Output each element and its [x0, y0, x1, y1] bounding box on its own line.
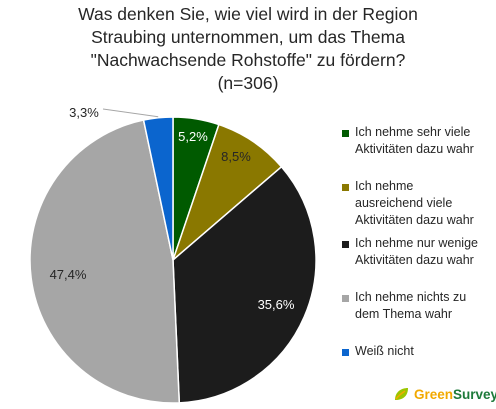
legend-item: Ich nehme ausreichend viele Aktivitäten da… [342, 178, 496, 229]
legend-swatch [342, 295, 349, 302]
pie-slice [142, 116, 174, 261]
chart-title: Was denken Sie, wie viel wird in der Reg… [0, 3, 496, 95]
greensurvey-logo: Green Survey [393, 387, 496, 402]
slice-label: 8,5% [221, 149, 251, 164]
legend-swatch [342, 241, 349, 248]
legend-label: Ich nehme nur wenige Aktivitäten dazu wah… [355, 236, 478, 267]
legend-label: Weiß nicht [355, 344, 414, 358]
pie-slice [29, 119, 181, 404]
legend-swatch [342, 184, 349, 191]
legend-item: Ich nehme nichts zu dem Thema wahr [342, 289, 496, 323]
brand-part-1: Green [414, 387, 454, 402]
title-line: (n=306) [217, 73, 279, 93]
legend-label: Ich nehme nichts zu dem Thema wahr [355, 290, 467, 321]
legend-item: Ich nehme nur wenige Aktivitäten dazu wah… [342, 235, 496, 269]
slice-label: 3,3% [69, 105, 99, 120]
pie-slice [172, 165, 317, 404]
slice-label: 35,6% [258, 297, 295, 312]
legend-item: Weiß nicht [342, 343, 496, 360]
legend-item: Ich nehme sehr viele Aktivitäten dazu wah… [342, 124, 496, 158]
leaf-icon [395, 388, 408, 400]
slice-label: 47,4% [50, 267, 87, 282]
legend-swatch [342, 130, 349, 137]
brand-part-2: Survey [453, 387, 496, 402]
legend-label: Ich nehme sehr viele Aktivitäten dazu wah… [355, 125, 474, 156]
legend-label: Ich nehme ausreichend viele Aktivitäten da… [355, 179, 474, 227]
slice-label: 5,2% [178, 129, 208, 144]
title-line: "Nachwachsende Rohstoffe" zu fördern? [90, 50, 406, 70]
title-line: Straubing unternommen, um das Thema [91, 27, 405, 47]
title-line: Was denken Sie, wie viel wird in der Reg… [78, 4, 418, 24]
leader-line [102, 108, 159, 118]
legend-swatch [342, 349, 349, 356]
